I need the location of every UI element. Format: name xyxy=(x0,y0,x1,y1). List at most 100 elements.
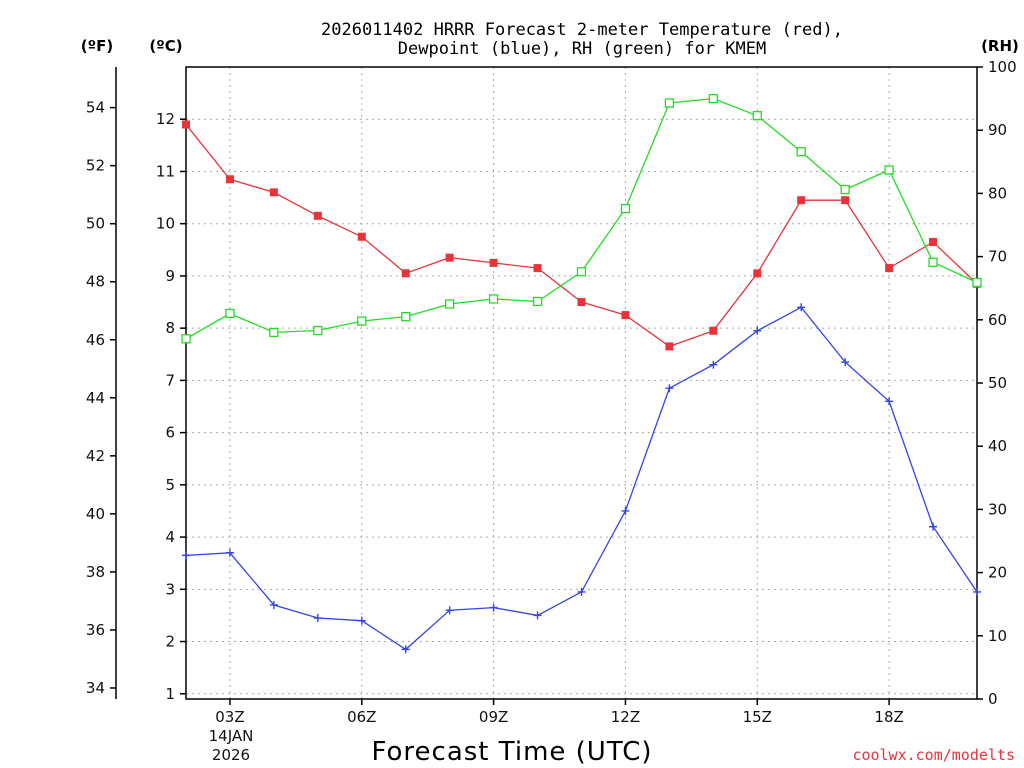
celsius-tick-label: 8 xyxy=(165,319,175,337)
celsius-tick-label: 3 xyxy=(165,580,175,598)
rh-point xyxy=(884,165,894,175)
celsius-tick-label: 5 xyxy=(165,476,175,494)
dewpoint-point xyxy=(269,600,278,609)
dewpoint-point xyxy=(577,587,586,596)
dewpoint-point xyxy=(489,603,498,612)
rh-point xyxy=(840,184,850,195)
celsius-tick-label: 7 xyxy=(165,371,175,389)
dewpoint-point xyxy=(797,303,806,312)
rh-tick-label: 80 xyxy=(988,184,1007,202)
rh-tick-label: 90 xyxy=(988,121,1007,139)
temperature-point xyxy=(269,188,278,197)
rh-point xyxy=(401,311,411,322)
dewpoint-point xyxy=(841,358,850,367)
fahrenheit-tick-label: 42 xyxy=(86,447,105,465)
fahrenheit-tick-label: 52 xyxy=(86,157,105,175)
rh-point xyxy=(225,308,235,319)
series-layer xyxy=(181,93,982,654)
dewpoint-point xyxy=(709,360,718,369)
chart-title-line2: Dewpoint (blue), RH (green) for KMEM xyxy=(398,39,766,59)
rh-unit-label: (RH) xyxy=(981,37,1019,55)
temperature-point xyxy=(753,269,762,278)
temperature-point xyxy=(665,342,674,351)
fahrenheit-tick-label: 34 xyxy=(86,679,105,697)
rh-point xyxy=(576,267,587,277)
temperature-point xyxy=(182,120,190,129)
date-label-year: 2026 xyxy=(212,746,250,764)
temperature-point xyxy=(313,211,322,220)
rh-tick-label: 70 xyxy=(988,248,1007,266)
rh-point xyxy=(796,147,806,157)
rh-tick-label: 50 xyxy=(988,374,1007,392)
dewpoint-point xyxy=(533,611,542,620)
hour-tick-label: 09Z xyxy=(479,708,508,726)
dewpoint-point xyxy=(357,616,366,625)
celsius-tick-label: 9 xyxy=(165,267,175,285)
rh-point xyxy=(445,299,455,309)
temperature-point xyxy=(621,311,630,320)
rh-point xyxy=(928,257,938,267)
plot-frame xyxy=(185,66,978,700)
rh-tick-label: 20 xyxy=(988,564,1007,582)
temperature-point xyxy=(533,264,542,273)
hour-tick-label: 03Z xyxy=(215,708,244,726)
rh-tick-label: 40 xyxy=(988,437,1007,455)
temperature-point xyxy=(929,237,938,246)
fahrenheit-tick-label: 48 xyxy=(86,273,105,291)
dewpoint-point xyxy=(401,645,410,654)
credit-label: coolwx.com/modelts xyxy=(852,746,1015,764)
temperature-point xyxy=(401,269,410,278)
temperature-point xyxy=(445,253,454,262)
chart-title-line1: 2026011402 HRRR Forecast 2-meter Tempera… xyxy=(321,20,843,40)
temperature-point xyxy=(489,258,498,267)
rh-tick-label: 30 xyxy=(988,500,1007,518)
x-axis-label: Forecast Time (UTC) xyxy=(371,737,652,767)
celsius-tick-label: 12 xyxy=(156,110,175,128)
rh-tick-label: 100 xyxy=(988,58,1017,76)
fahrenheit-tick-label: 38 xyxy=(86,563,105,581)
rh-point xyxy=(269,327,279,338)
celsius-tick-label: 1 xyxy=(165,685,175,703)
dewpoint-point xyxy=(929,522,938,531)
rh-point xyxy=(972,277,982,288)
hour-tick-label: 18Z xyxy=(874,708,903,726)
dewpoint-point xyxy=(313,614,322,623)
fahrenheit-tick-label: 44 xyxy=(86,389,105,407)
rh-point xyxy=(181,334,191,344)
hour-tick-label: 06Z xyxy=(347,708,376,726)
rh-tick-label: 10 xyxy=(988,627,1007,645)
celsius-unit-label: (ºC) xyxy=(149,37,182,55)
celsius-tick-label: 10 xyxy=(156,215,175,233)
hour-tick-label: 15Z xyxy=(743,708,772,726)
rh-point xyxy=(357,316,367,326)
rh-point xyxy=(708,93,718,104)
dewpoint-point xyxy=(445,606,454,615)
celsius-tick-label: 11 xyxy=(156,162,175,180)
fahrenheit-tick-label: 50 xyxy=(86,215,105,233)
temperature-point xyxy=(357,232,366,241)
temperature-point xyxy=(797,196,806,205)
celsius-tick-label: 6 xyxy=(165,424,175,442)
rh-point xyxy=(488,294,499,304)
celsius-tick-label: 4 xyxy=(165,528,175,546)
fahrenheit-tick-label: 36 xyxy=(86,621,105,639)
fahrenheit-tick-label: 46 xyxy=(86,331,105,349)
rh-point xyxy=(752,111,762,121)
fahrenheit-unit-label: (ºF) xyxy=(81,37,113,55)
rh-tick-label: 0 xyxy=(988,690,998,708)
dewpoint-point xyxy=(225,548,234,557)
grid-layer xyxy=(186,67,977,699)
temperature-point xyxy=(841,196,850,205)
temperature-series-line xyxy=(185,124,978,348)
dewpoint-point xyxy=(753,326,762,335)
temperature-point xyxy=(577,298,586,307)
rh-point xyxy=(620,203,631,214)
dewpoint-point xyxy=(182,551,190,560)
rh-point xyxy=(532,296,543,307)
dewpoint-point xyxy=(973,587,981,596)
rh-point xyxy=(664,98,675,108)
temperature-point xyxy=(709,326,718,335)
fahrenheit-tick-label: 40 xyxy=(86,505,105,523)
